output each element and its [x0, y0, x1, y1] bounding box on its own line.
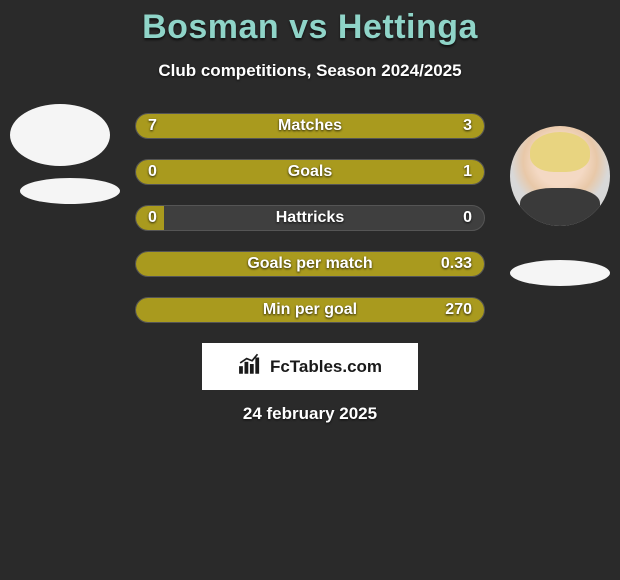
stat-value-right: 1 [451, 160, 484, 184]
stat-label: Goals [136, 160, 484, 184]
comparison-card: Bosman vs Hettinga Club competitions, Se… [0, 0, 620, 424]
brand-text: FcTables.com [270, 357, 382, 377]
brand-box: FcTables.com [202, 343, 418, 390]
stat-bars: 7 Matches 3 0 Goals 1 0 Hattricks 0 Goal… [135, 113, 485, 323]
stat-bar-hattricks: 0 Hattricks 0 [135, 205, 485, 231]
bar-chart-icon [238, 353, 264, 380]
stat-value-right: 270 [433, 298, 484, 322]
stat-value-right: 3 [451, 114, 484, 138]
player-left-avatar [10, 104, 110, 166]
player-right-shadow [510, 260, 610, 286]
stat-bar-matches: 7 Matches 3 [135, 113, 485, 139]
stat-label: Hattricks [136, 206, 484, 230]
stat-value-right: 0 [451, 206, 484, 230]
stat-bar-goals: 0 Goals 1 [135, 159, 485, 185]
date-text: 24 february 2025 [0, 404, 620, 424]
stat-bar-min-per-goal: Min per goal 270 [135, 297, 485, 323]
stat-label: Min per goal [136, 298, 484, 322]
stat-bar-goals-per-match: Goals per match 0.33 [135, 251, 485, 277]
stat-value-right: 0.33 [429, 252, 484, 276]
player-right-avatar [510, 126, 610, 226]
stat-label: Matches [136, 114, 484, 138]
player-left-shadow [20, 178, 120, 204]
page-title: Bosman vs Hettinga [0, 8, 620, 47]
subtitle: Club competitions, Season 2024/2025 [0, 61, 620, 81]
